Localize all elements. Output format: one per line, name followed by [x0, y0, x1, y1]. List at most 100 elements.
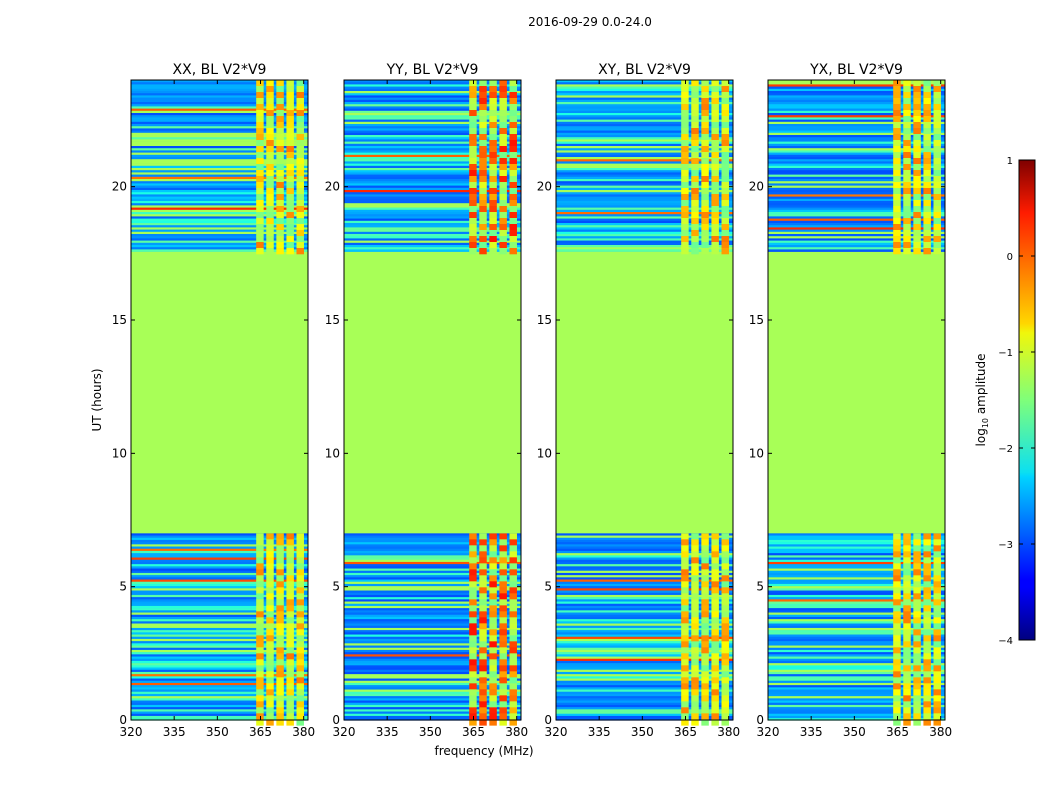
rfi-cell [276, 140, 284, 147]
rfi-cell [489, 533, 497, 540]
rfi-cell [286, 206, 294, 213]
spectrogram-row [344, 198, 521, 202]
spectrogram-row [344, 660, 521, 664]
spectrogram-row [344, 709, 521, 712]
rfi-cell [256, 128, 264, 135]
rfi-cell [499, 92, 507, 99]
rfi-cell [913, 647, 921, 654]
rfi-cell [286, 701, 294, 708]
rfi-cell [933, 236, 941, 243]
spectrogram-row [131, 592, 308, 596]
spectrogram-row [344, 157, 521, 160]
rfi-cell [479, 230, 487, 237]
spectrogram-row [131, 641, 308, 644]
rfi-cell [701, 122, 709, 129]
spectrogram-row [131, 614, 308, 618]
spectrogram-row [768, 82, 945, 85]
spectrogram-row [131, 119, 308, 123]
rfi-cell [711, 242, 719, 249]
spectrogram-row [344, 641, 521, 644]
rfi-cell [721, 188, 729, 195]
rfi-cell [286, 140, 294, 147]
rfi-cell [266, 194, 274, 201]
rfi-cell [469, 110, 477, 117]
spectrogram-row [556, 533, 733, 536]
rfi-cell [469, 182, 477, 189]
rfi-cell [479, 200, 487, 207]
spectrogram-row [344, 674, 521, 677]
spectrogram-row [768, 227, 945, 230]
rfi-cell [893, 230, 901, 237]
spectrogram-row [556, 553, 733, 556]
spectrogram-row [768, 638, 945, 642]
y-axis-label: UT (hours) [90, 368, 104, 431]
spectrogram-row [344, 676, 521, 679]
rfi-cell [509, 146, 517, 153]
rfi-cell [701, 92, 709, 99]
rfi-cell [266, 188, 274, 195]
rfi-cell [721, 200, 729, 207]
rfi-cell [691, 629, 699, 636]
rfi-cell [266, 248, 274, 255]
spectrogram-row [556, 218, 733, 222]
rfi-cell [296, 242, 304, 249]
rfi-cell [479, 689, 487, 696]
spectrogram-row [556, 205, 733, 208]
spectrogram-row [768, 192, 945, 195]
spectrogram-row [131, 605, 308, 609]
spectrogram-row [344, 550, 521, 554]
rfi-cell [681, 116, 689, 123]
spectrogram-row [344, 636, 521, 640]
rfi-cell [499, 641, 507, 648]
spectrogram-row [131, 174, 308, 178]
spectrogram-row [556, 660, 733, 664]
rfi-cell [933, 665, 941, 672]
spectrogram-row [768, 174, 945, 178]
spectrogram-row [768, 245, 945, 248]
rfi-cell [499, 695, 507, 702]
rfi-cell [499, 86, 507, 93]
spectrogram-row [344, 249, 521, 252]
rfi-cell [499, 158, 507, 165]
rfi-cell [691, 134, 699, 141]
rfi-cell [893, 599, 901, 606]
spectrogram-row [768, 696, 945, 699]
rfi-cell [499, 701, 507, 708]
rfi-cell [681, 206, 689, 213]
rfi-cell [933, 533, 941, 540]
rfi-cell [721, 719, 729, 726]
rfi-cell [681, 563, 689, 570]
rfi-cell [276, 182, 284, 189]
rfi-cell [721, 623, 729, 630]
rfi-cell [711, 146, 719, 153]
rfi-cell [923, 248, 931, 255]
spectrogram-row [344, 572, 521, 576]
rfi-cell [681, 212, 689, 219]
rfi-cell [893, 236, 901, 243]
spectrogram-row [344, 594, 521, 598]
rfi-cell [479, 242, 487, 249]
rfi-cell [903, 653, 911, 660]
rfi-cell [286, 248, 294, 255]
panel-title: XY, BL V2*V9 [598, 62, 691, 78]
rfi-cell [933, 563, 941, 570]
rfi-cell [266, 242, 274, 249]
rfi-cell [286, 647, 294, 654]
rfi-cell [489, 80, 497, 87]
rfi-cell [479, 707, 487, 714]
spectrogram-row [768, 634, 945, 638]
rfi-cell [479, 134, 487, 141]
rfi-cell [711, 593, 719, 600]
rfi-cell [509, 230, 517, 237]
spectrogram-row [768, 550, 945, 554]
spectrogram-row [556, 614, 733, 618]
spectrogram-row [556, 227, 733, 230]
rfi-cell [296, 713, 304, 720]
spectrogram-row [131, 625, 308, 629]
rfi-cell [701, 689, 709, 696]
rfi-cell [923, 104, 931, 111]
spectrogram-row [131, 715, 308, 719]
rfi-cell [681, 689, 689, 696]
rfi-cell [903, 242, 911, 249]
rfi-cell [721, 86, 729, 93]
